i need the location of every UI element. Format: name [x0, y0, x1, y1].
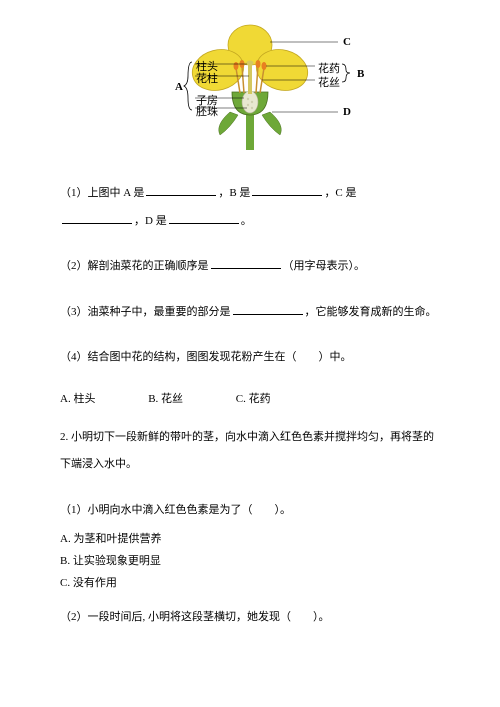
q1-2-text: （2）解剖油菜花的正确顺序是: [60, 260, 209, 272]
label-huasi: 花丝: [318, 74, 340, 90]
ovary: [242, 91, 258, 113]
q1-1-end: 。: [241, 215, 252, 227]
anther: [262, 62, 267, 70]
stem: [246, 115, 254, 150]
ovule: [247, 98, 249, 100]
question-1-1: （1）上图中 A 是 ，B 是 ，C 是 ，D 是 。: [60, 180, 440, 235]
q1-4-text: （4）结合图中花的结构，图图发现花粉产生在（ ）中。: [60, 351, 352, 363]
opt-C: C. 花药: [236, 390, 271, 406]
blank: [252, 184, 322, 196]
bracket-a: [184, 62, 192, 110]
q1-1-prefix: （1）上图中 A 是: [60, 187, 144, 199]
q2-1-optC: C. 没有作用: [60, 574, 440, 590]
q2-1-optB: B. 让实验现象更明显: [60, 552, 440, 568]
blank: [233, 303, 303, 315]
opt-B: B. 花丝: [148, 390, 183, 406]
label-huazhu: 花柱: [196, 70, 218, 86]
q1-1-d: ，D 是: [134, 215, 167, 227]
ovule: [251, 107, 253, 109]
q1-1-b: ，B 是: [218, 187, 250, 199]
label-C: C: [343, 36, 351, 48]
q1-2-suffix: （用字母表示）。: [283, 260, 366, 272]
blank: [211, 257, 281, 269]
bracket-b: [342, 64, 350, 82]
label-B: B: [357, 68, 364, 80]
opt-A: A. 柱头: [60, 390, 95, 406]
anther: [234, 62, 239, 70]
blank: [146, 184, 216, 196]
stigma: [247, 61, 254, 66]
blank: [62, 212, 132, 224]
q1-3-text: （3）油菜种子中，最重要的部分是: [60, 306, 231, 318]
q2-2-text: （2）一段时间后, 小明将这段茎横切，她发现（ ）。: [60, 611, 330, 623]
flower-svg: [120, 20, 380, 150]
label-peizhu: 胚珠: [196, 103, 218, 119]
label-D: D: [343, 106, 351, 118]
q1-3-suffix: ，它能够发育成新的生命。: [305, 306, 437, 318]
sepal-left: [219, 112, 238, 135]
sepal-right: [262, 112, 281, 135]
question-1-3: （3）油菜种子中，最重要的部分是 ，它能够发育成新的生命。: [60, 299, 440, 327]
q1-1-c: ，C 是: [324, 187, 356, 199]
question-1-4: （4）结合图中花的结构，图图发现花粉产生在（ ）中。: [60, 344, 440, 372]
label-A: A: [175, 81, 183, 93]
flower-diagram: A B C D 柱头 花柱 子房 胚珠 花药 花丝: [120, 20, 380, 150]
anther: [256, 60, 261, 68]
question-2-intro: 2. 小明切下一段新鲜的带叶的茎，向水中滴入红色色素并搅拌均匀，再将茎的下端浸入…: [60, 424, 440, 479]
ovule: [251, 101, 253, 103]
style: [248, 64, 252, 94]
question-2-1: （1）小明向水中滴入红色色素是为了（ ）。: [60, 497, 440, 525]
ovule: [247, 104, 249, 106]
q2-1-text: （1）小明向水中滴入红色色素是为了（ ）。: [60, 504, 291, 516]
question-1-2: （2）解剖油菜花的正确顺序是 （用字母表示）。: [60, 253, 440, 281]
blank: [169, 212, 239, 224]
q2-intro-text: 2. 小明切下一段新鲜的带叶的茎，向水中滴入红色色素并搅拌均匀，再将茎的下端浸入…: [60, 431, 434, 471]
question-2-2: （2）一段时间后, 小明将这段茎横切，她发现（ ）。: [60, 604, 440, 632]
question-1-4-options: A. 柱头 B. 花丝 C. 花药: [60, 390, 440, 406]
q2-1-optA: A. 为茎和叶提供营养: [60, 530, 440, 546]
